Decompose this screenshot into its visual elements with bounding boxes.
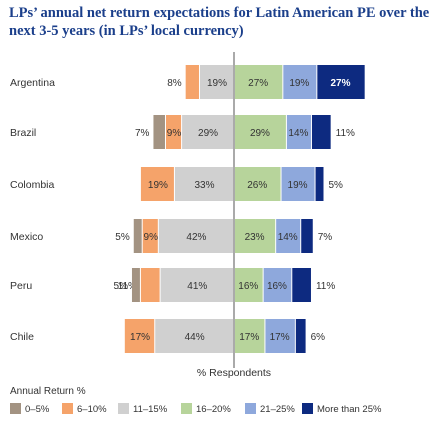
bar-colombia-more-than-25 [315,167,324,201]
data-label-colombia-21-25: 19% [288,180,308,191]
data-label-chile-16-20: 17% [239,332,259,343]
category-label-chile: Chile [10,331,34,343]
legend-swatch-21-25 [245,403,256,414]
bar-colombia-16-20 [235,167,281,201]
data-label-peru-0-5: 5% [114,281,129,292]
bar-mexico-more-than-25 [301,219,313,253]
bar-mexico-21-25 [276,219,301,253]
bar-chile-more-than-25 [295,319,306,353]
bar-brazil-16-20 [235,115,286,149]
category-label-argentina: Argentina [10,77,55,89]
x-axis-label: % Respondents [197,367,271,379]
legend-title: Annual Return % [10,386,86,397]
data-label-brazil-11-15: 29% [198,128,218,139]
data-label-brazil-6-10: 9% [167,128,182,139]
bar-argentina-21-25 [283,65,317,99]
bar-colombia-21-25 [281,167,315,201]
chart-title: LPs’ annual net return expectations for … [9,5,430,39]
bar-chile-21-25 [265,319,295,353]
data-label-chile-11-15: 44% [185,332,205,343]
bar-argentina-16-20 [235,65,283,99]
data-label-argentina-11-15: 19% [207,78,227,89]
legend-label-6-10: 6–10% [77,404,107,415]
data-label-peru-11-15: 41% [187,281,207,292]
data-label-argentina-6-10: 8% [167,78,182,89]
category-label-peru: Peru [10,280,32,292]
bar-peru-16-20 [235,268,263,302]
data-label-chile-21-25: 17% [270,332,290,343]
legend-label-11-15: 11–15% [133,404,168,415]
data-label-peru-more-than-25: 11% [316,281,335,292]
bar-brazil-0-5 [153,115,165,149]
bar-peru-21-25 [263,268,292,302]
bar-colombia-11-15 [174,167,233,201]
data-label-brazil-0-5: 7% [135,128,150,139]
bar-brazil-6-10 [165,115,182,149]
legend-label-more-than-25: More than 25% [317,404,382,415]
data-label-brazil-16-20: 29% [250,128,270,139]
category-label-mexico: Mexico [10,231,43,243]
bar-chile-16-20 [235,319,265,353]
bar-argentina-6-10 [185,65,199,99]
legend-swatch-0-5 [10,403,21,414]
legend-swatch-more-than-25 [302,403,313,414]
data-label-peru-21-25: 16% [267,281,287,292]
data-label-peru-6-10: 11% [118,281,137,292]
data-label-mexico-6-10: 9% [144,232,159,243]
data-label-mexico-21-25: 14% [278,232,298,243]
bar-chile-6-10 [124,319,155,353]
data-label-mexico-11-15: 42% [186,232,206,243]
bar-argentina-11-15 [199,65,233,99]
bar-brazil-11-15 [182,115,233,149]
bar-peru-0-5 [131,268,140,302]
data-label-colombia-16-20: 26% [247,180,267,191]
data-label-chile-6-10: 17% [130,332,150,343]
data-label-mexico-more-than-25: 7% [318,232,333,243]
data-label-brazil-more-than-25: 11% [336,128,355,139]
bar-chile-11-15 [155,319,233,353]
bar-peru-more-than-25 [292,268,311,302]
bar-peru-6-10 [140,268,160,302]
bar-argentina-more-than-25 [317,65,365,99]
category-label-colombia: Colombia [10,179,55,191]
data-label-argentina-more-than-25: 27% [330,78,350,89]
data-label-peru-16-20: 16% [238,281,258,292]
bar-brazil-more-than-25 [311,115,331,149]
legend-swatch-6-10 [62,403,73,414]
legend-label-0-5: 0–5% [25,404,50,415]
data-label-argentina-21-25: 19% [289,78,309,89]
legend-label-21-25: 21–25% [260,404,295,415]
bar-mexico-16-20 [235,219,276,253]
bar-mexico-0-5 [133,219,142,253]
data-label-brazil-21-25: 14% [288,128,308,139]
legend-swatch-11-15 [118,403,129,414]
bar-peru-11-15 [160,268,233,302]
bar-mexico-11-15 [158,219,233,253]
data-label-colombia-11-15: 33% [194,180,214,191]
bar-brazil-21-25 [286,115,311,149]
data-label-mexico-0-5: 5% [115,232,130,243]
category-label-brazil: Brazil [10,127,36,139]
legend-swatch-16-20 [181,403,192,414]
data-label-chile-more-than-25: 6% [311,332,326,343]
legend-label-16-20: 16–20% [196,404,231,415]
bar-colombia-6-10 [140,167,174,201]
data-label-argentina-16-20: 27% [248,78,268,89]
bar-mexico-6-10 [142,219,158,253]
data-label-colombia-more-than-25: 5% [329,180,344,191]
data-label-mexico-16-20: 23% [245,232,265,243]
data-label-colombia-6-10: 19% [148,180,168,191]
